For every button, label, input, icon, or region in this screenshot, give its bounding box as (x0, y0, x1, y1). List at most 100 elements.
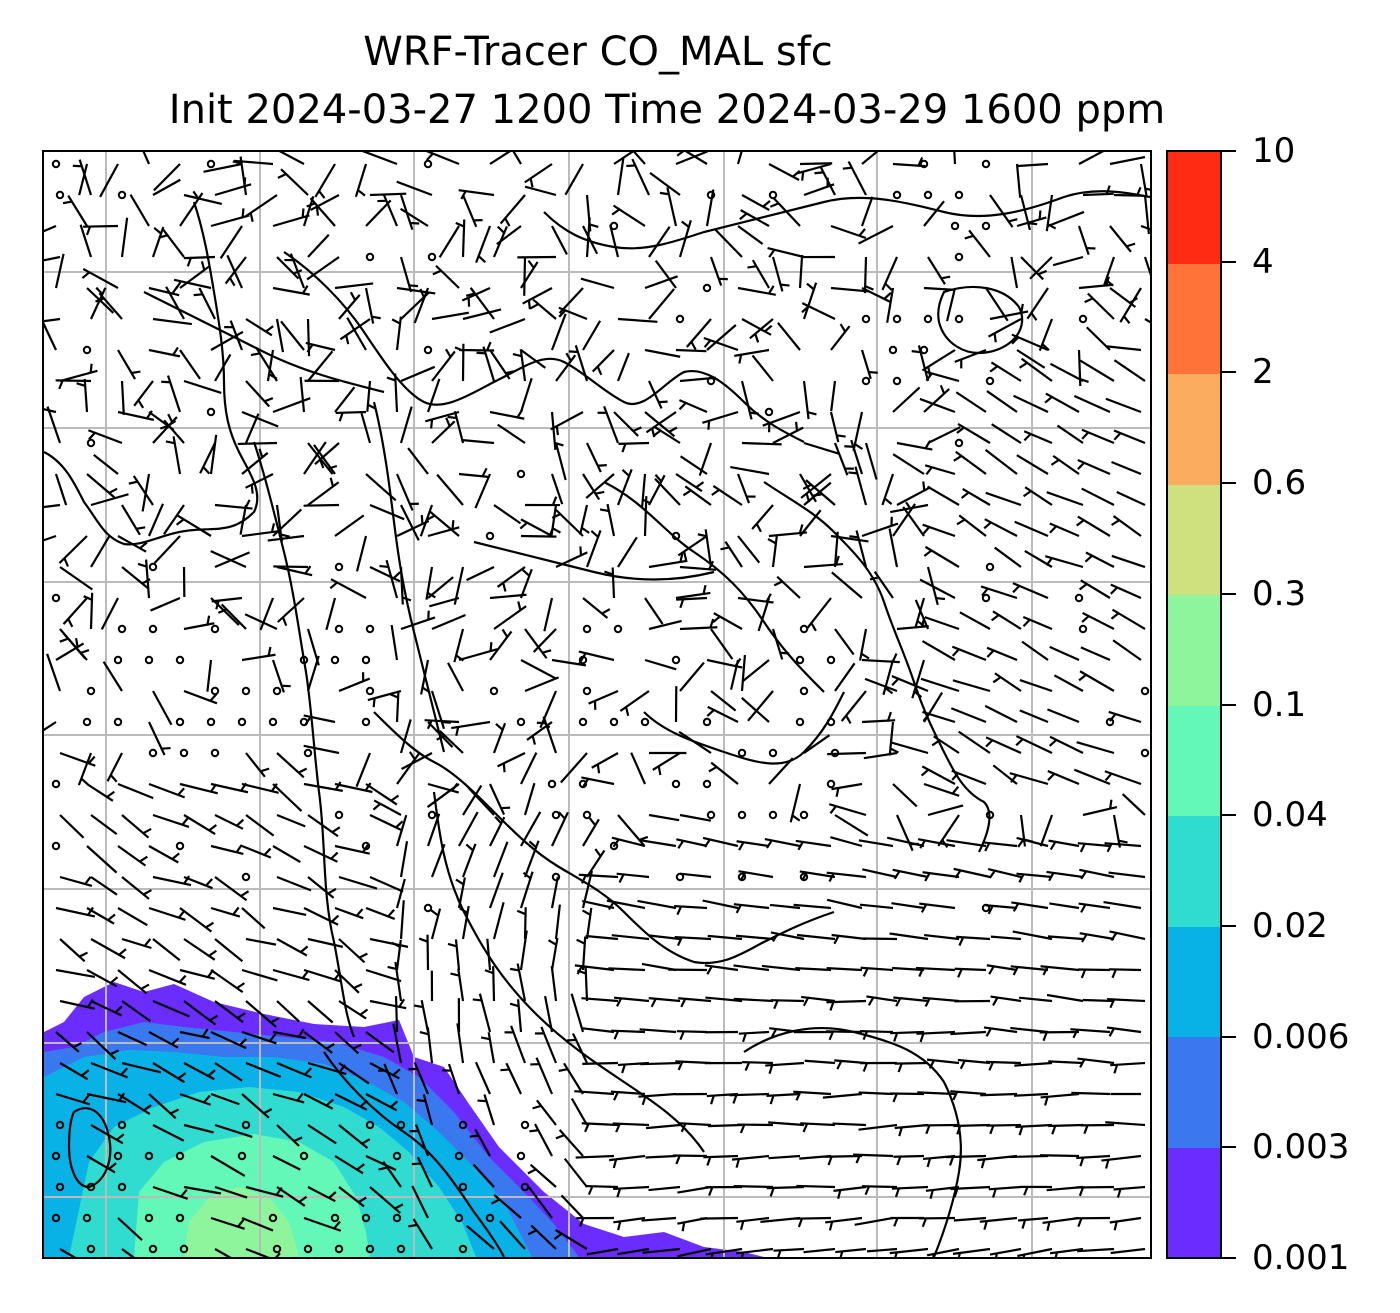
wind-barb (1013, 1092, 1049, 1097)
wind-barb (78, 163, 89, 196)
calm-wind-marker (702, 779, 712, 789)
wind-barb (757, 597, 771, 632)
wind-barb (654, 425, 681, 444)
wind-barb-flag (576, 965, 583, 975)
wind-barb-flag (589, 223, 599, 229)
wind-barb (648, 1185, 681, 1192)
wind-barb-flag (612, 838, 620, 848)
coastline-sumatra (323, 1051, 505, 1257)
colorbar-band (1168, 152, 1220, 264)
wind-barb (307, 350, 334, 382)
wind-barb-flag (326, 1042, 335, 1050)
wind-barb-flag (85, 226, 92, 236)
wind-barb (536, 1099, 557, 1126)
wind-barb-flag (895, 997, 902, 1007)
wind-barb-flag (1008, 218, 1018, 223)
wind-barb-flag (587, 1185, 594, 1195)
wind-barb (736, 152, 743, 165)
wind-barb (705, 189, 715, 227)
wind-barb-flag (301, 285, 309, 294)
wind-barb (914, 597, 926, 628)
wind-barb (365, 1093, 398, 1112)
wind-barb-flag (568, 350, 578, 354)
wind-barb-flag (1105, 1159, 1110, 1169)
wind-barb (394, 996, 399, 1033)
wind-barb (749, 318, 774, 340)
wind-barb-flag (980, 1159, 986, 1169)
calm-wind-marker (361, 655, 371, 665)
calm-wind-marker (117, 1182, 127, 1192)
wind-barb-flag (1018, 1126, 1024, 1136)
wind-barb (447, 662, 464, 692)
wind-barb-flag (408, 751, 416, 760)
wind-barb (958, 514, 987, 537)
wind-barb (986, 964, 1018, 972)
colorbar-tick (1222, 150, 1236, 152)
wind-barb (586, 442, 602, 473)
calm-wind-marker (516, 469, 526, 479)
wind-barb-flag (296, 1092, 304, 1102)
wind-barb (570, 1098, 588, 1126)
wind-barb-flag (329, 581, 338, 590)
calm-wind-marker (334, 624, 344, 634)
colorbar-tick (1222, 703, 1236, 706)
wind-barb (985, 904, 1018, 910)
coastline-india-east (44, 201, 259, 546)
wind-barb-flag (232, 160, 242, 165)
wind-barb (416, 1156, 433, 1188)
wind-barb (1049, 735, 1084, 754)
calm-wind-marker (516, 1151, 526, 1161)
wind-barb (648, 813, 680, 822)
wind-barb-flag (868, 370, 878, 374)
wind-barb (700, 1216, 739, 1220)
wind-barb (1082, 805, 1118, 817)
wind-barb-flag (1010, 774, 1018, 783)
wind-barb (685, 152, 708, 165)
map-title-line1: WRF-Tracer CO_MAL sfc (363, 29, 833, 75)
wind-barb-flag (922, 481, 926, 491)
calm-wind-marker (113, 655, 123, 665)
wind-barb-flag (270, 1017, 280, 1024)
wind-barb (489, 152, 511, 165)
wind-barb (489, 317, 526, 334)
wind-barb (183, 193, 223, 206)
wind-barb-flag (707, 420, 711, 430)
wind-barb (1029, 256, 1053, 280)
calm-wind-marker (241, 686, 251, 696)
wind-barb (474, 1061, 492, 1095)
wind-barb (985, 736, 1022, 755)
wind-barb-flag (1136, 186, 1142, 197)
wind-barb (90, 814, 118, 835)
wind-barb-flag (411, 1162, 421, 1166)
wind-barb (400, 504, 420, 541)
wind-barb (611, 1029, 646, 1034)
wind-barb-flag (1019, 361, 1028, 369)
wind-barb (1073, 395, 1111, 414)
wind-barb-flag (315, 206, 320, 216)
wind-barb (644, 658, 677, 671)
wind-barb (1026, 287, 1049, 320)
wind-barb-flag (951, 648, 960, 657)
wind-barb (280, 168, 309, 196)
wind-barb-flag (205, 921, 215, 929)
wind-barb-flag (959, 1060, 966, 1070)
wind-barb (277, 597, 305, 623)
calm-wind-marker (799, 810, 809, 820)
wind-barb (648, 619, 682, 631)
wind-barb (426, 783, 460, 808)
wind-barb-flag (738, 841, 745, 851)
wind-barb (982, 841, 1018, 848)
wind-barb-flag (884, 282, 893, 291)
wind-barb-flag (839, 323, 847, 333)
wind-barb (580, 277, 615, 290)
calm-wind-marker (365, 1120, 375, 1130)
wind-barb (1039, 814, 1054, 847)
wind-barb-flag (516, 909, 526, 916)
wind-barb-flag (695, 481, 705, 489)
wind-barb-flag (842, 166, 852, 170)
calm-wind-marker (206, 159, 216, 169)
calm-wind-marker (892, 376, 902, 386)
wind-barb (773, 197, 801, 227)
wind-barb (860, 196, 874, 227)
wind-barb-flag (1022, 1254, 1026, 1257)
